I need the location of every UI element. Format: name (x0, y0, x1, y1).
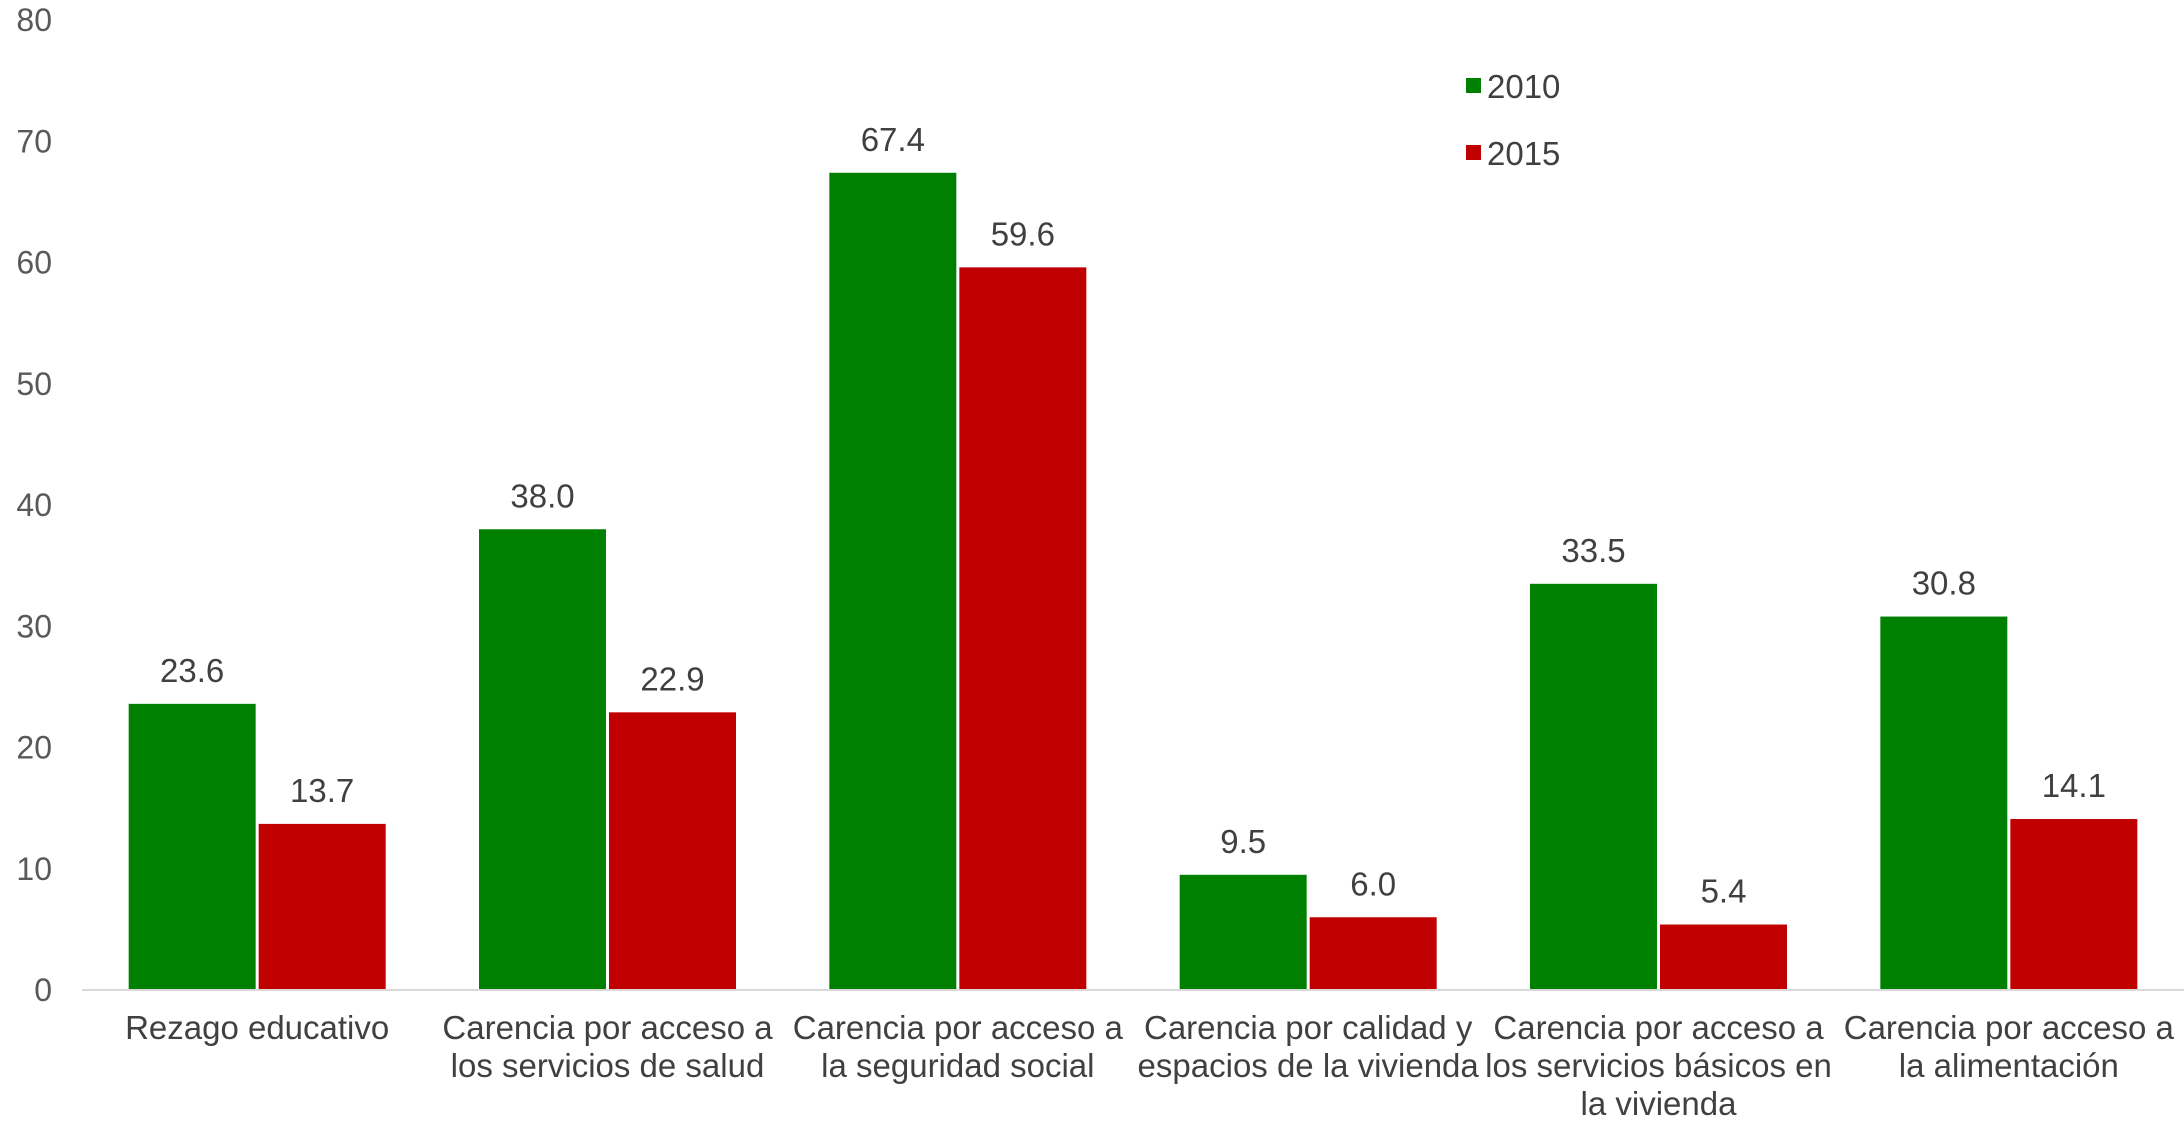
legend-label-2015: 2015 (1487, 135, 1560, 172)
bar-2010 (829, 172, 957, 990)
legend: 2010 2015 (1466, 68, 1560, 172)
data-label: 67.4 (861, 121, 925, 158)
category-label: Carencia por acceso a la seguridad social (793, 1009, 1124, 1084)
category-label: Carencia por calidad y espacios de la viv… (1138, 1009, 1480, 1084)
data-label: 22.9 (640, 660, 704, 697)
category-label-line: Rezago educativo (125, 1009, 389, 1046)
y-tick-label: 0 (34, 972, 52, 1008)
data-labels-group: 23.6 13.7 38.0 22.9 67.4 59.6 9.5 6.0 33.5 5.4 30.… (160, 121, 2106, 910)
data-label: 5.4 (1701, 873, 1747, 910)
data-label: 6.0 (1350, 865, 1396, 902)
y-tick-label: 70 (16, 123, 52, 159)
category-label-line: Carencia por acceso a (442, 1009, 773, 1046)
category-label-line: los servicios de salud (451, 1047, 765, 1084)
y-tick-label: 40 (16, 487, 52, 523)
bar-2015 (2010, 819, 2138, 990)
data-label: 59.6 (991, 215, 1055, 252)
y-axis-tick-labels: 0 10 20 30 40 50 60 70 80 (16, 2, 52, 1008)
category-label-line: Carencia por acceso a (1493, 1009, 1824, 1046)
bar-2010 (128, 703, 256, 990)
legend-swatch-2010 (1466, 78, 1481, 93)
category-label-line: Carencia por calidad y (1144, 1009, 1473, 1046)
category-label-line: los servicios básicos en (1485, 1047, 1832, 1084)
category-label: Carencia por acceso a los servicios de sa… (442, 1009, 773, 1084)
bar-2015 (609, 712, 736, 990)
x-axis-category-labels: Rezago educativo Carencia por acceso a los… (125, 1009, 2175, 1122)
data-label: 30.8 (1912, 565, 1976, 602)
data-label: 33.5 (1561, 532, 1625, 569)
bar-2015 (1660, 924, 1787, 990)
category-label-line: espacios de la vivienda (1138, 1047, 1480, 1084)
y-tick-label: 50 (16, 366, 52, 402)
legend-label-2010: 2010 (1487, 68, 1560, 105)
data-label: 14.1 (2042, 767, 2106, 804)
legend-swatch-2015 (1466, 145, 1481, 160)
category-label-line: la seguridad social (821, 1047, 1094, 1084)
category-label-line: Carencia por acceso a (1844, 1009, 2175, 1046)
data-label: 38.0 (510, 477, 574, 514)
y-tick-label: 60 (16, 245, 52, 281)
data-label: 13.7 (290, 772, 354, 809)
category-label: Rezago educativo (125, 1009, 389, 1046)
bars-group (128, 172, 2138, 991)
bar-2015 (1309, 917, 1437, 990)
data-label: 9.5 (1220, 823, 1266, 860)
y-tick-label: 80 (16, 2, 52, 38)
y-tick-label: 20 (16, 730, 52, 766)
data-label: 23.6 (160, 652, 224, 689)
category-label: Carencia por acceso a la alimentación (1844, 1009, 2175, 1084)
bar-2015 (258, 823, 386, 990)
category-label-line: Carencia por acceso a (793, 1009, 1124, 1046)
category-label-line: la vivienda (1581, 1085, 1738, 1117)
bar-2010 (1179, 874, 1307, 990)
bar-2010 (479, 529, 606, 990)
category-label: Carencia por acceso a los servicios básic… (1485, 1009, 1832, 1117)
bar-2010 (1880, 616, 2008, 990)
category-label-line: la alimentación (1899, 1047, 2119, 1084)
bar-2015 (959, 267, 1087, 991)
y-tick-label: 30 (16, 608, 52, 644)
bar-2010 (1530, 583, 1657, 990)
y-tick-label: 10 (16, 851, 52, 887)
